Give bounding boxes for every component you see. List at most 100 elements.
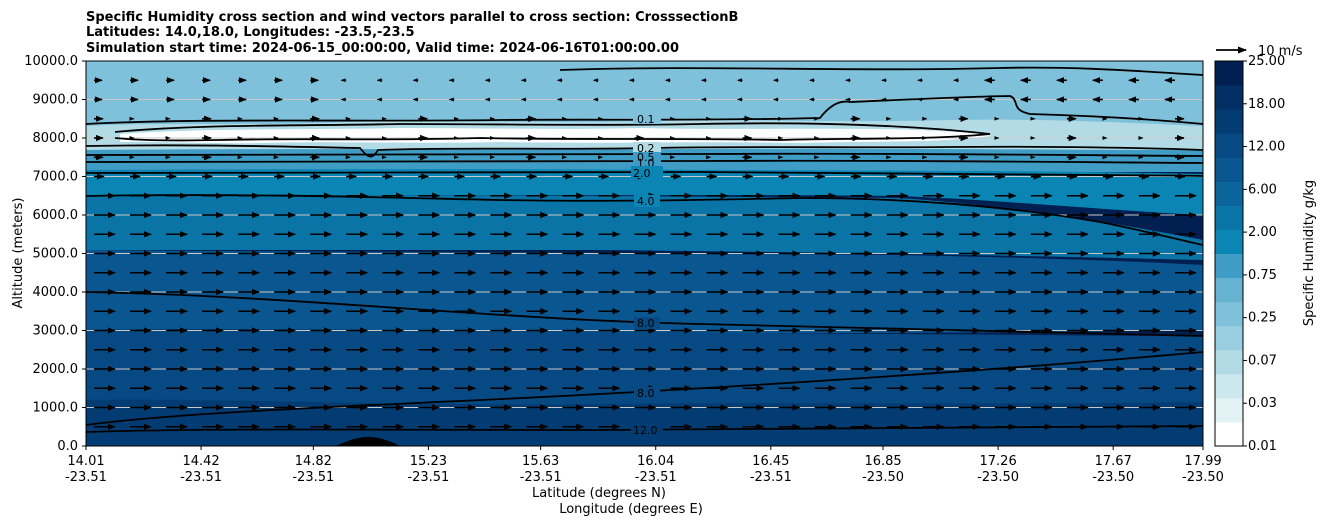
colorbar-swatch (1215, 133, 1243, 158)
x-axis: 14.01-23.5114.42-23.5114.82-23.5115.23-2… (65, 446, 1224, 485)
colorbar-swatch (1215, 421, 1243, 447)
x-tick-label-lat: 16.04 (637, 454, 674, 469)
y-tick-label: 6000.0 (33, 208, 79, 223)
humidity-band-dark (86, 329, 1203, 425)
colorbar-swatch (1215, 397, 1243, 423)
x-tick-label-lon: -23.51 (180, 470, 222, 485)
colorbar-tick-label: 0.01 (1248, 439, 1277, 454)
contour-2.0 (86, 171, 1203, 177)
x-tick-label-lon: -23.51 (635, 470, 677, 485)
plot-area: 0.1 0.2 0.5 1.0 2.0 4.0 8.0 8.0 12.0 (86, 61, 1203, 446)
chart-title-line-1: Specific Humidity cross section and wind… (86, 10, 738, 25)
y-tick-label: 3000.0 (33, 324, 79, 339)
contour-8.0-lower (86, 351, 1203, 426)
x-tick-label-lat: 17.99 (1184, 454, 1221, 469)
y-tick-label: 0.0 (57, 439, 78, 454)
x-tick-label-lat: 14.01 (67, 454, 104, 469)
x-tick-label-lat: 15.63 (522, 454, 559, 469)
quiver-key: 10 m/s (1216, 44, 1303, 59)
y-tick-label: 2000.0 (33, 362, 79, 377)
colorbar-frame (1214, 60, 1244, 447)
colorbar-tick-label: 6.00 (1248, 182, 1277, 197)
humidity-band-blue (86, 169, 1203, 215)
colorbar-tick-label: 25.00 (1248, 54, 1285, 69)
y-tick-label: 4000.0 (33, 285, 79, 300)
contour-label-0.1: 0.1 (637, 113, 655, 126)
x-tick-label-lon: -23.51 (292, 470, 334, 485)
colorbar-tick-label: 0.75 (1248, 268, 1277, 283)
colorbar-swatch (1215, 277, 1243, 303)
x-tick-label-lat: 17.26 (980, 454, 1017, 469)
contour-0.1-ring (114, 122, 991, 142)
x-tick-label-lon: -23.51 (750, 470, 792, 485)
x-tick-label-lat: 14.42 (182, 454, 219, 469)
x-axis-label-latitude: Latitude (degrees N) (532, 486, 666, 501)
x-tick-label-lon: -23.50 (977, 470, 1019, 485)
colorbar-swatch (1215, 85, 1243, 110)
x-tick-label-lon: -23.51 (520, 470, 562, 485)
contour-12.0 (86, 425, 1203, 433)
contour-label-8.0-upper: 8.0 (637, 317, 655, 330)
colorbar-label: Specific Humidity g/kg (1302, 180, 1317, 326)
contour-label-12.0: 12.0 (633, 424, 658, 437)
colorbar-swatch (1215, 373, 1243, 399)
x-tick-label-lat: 17.67 (1095, 454, 1132, 469)
colorbar-swatch (1215, 301, 1243, 327)
colorbar-tick-label: 0.07 (1248, 353, 1277, 368)
contour-label-4.0: 4.0 (637, 195, 655, 208)
colorbar-swatch (1215, 253, 1243, 279)
colorbar-swatch (1215, 229, 1243, 254)
chart-title-line-3: Simulation start time: 2024-06-15_00:00:… (86, 41, 679, 56)
colorbar: 0.01 0.03 0.07 0.25 0.75 2.00 6.00 12.00 18.00 25… (1214, 54, 1285, 454)
x-tick-label-lat: 14.82 (295, 454, 332, 469)
colorbar-swatch (1215, 181, 1243, 206)
contour-label-2.0: 2.0 (633, 167, 651, 180)
humidity-band-darkest (86, 399, 1203, 446)
contour-1.0 (86, 159, 1203, 164)
colorbar-tick-label: 0.25 (1248, 311, 1277, 326)
quiver-key-label: 10 m/s (1258, 44, 1303, 59)
colorbar-swatch (1215, 205, 1243, 230)
humidity-band-light-top (86, 61, 1203, 135)
x-tick-label-lat: 16.85 (864, 454, 901, 469)
colorbar-tick-label: 2.00 (1248, 225, 1277, 240)
y-tick-label: 8000.0 (33, 131, 79, 146)
x-tick-label-lon: -23.50 (1182, 470, 1224, 485)
contour-lines (86, 66, 1203, 433)
contour-4.0 (86, 194, 1203, 246)
y-axis-label: Altitude (meters) (11, 198, 26, 309)
contour-label-0.5: 0.5 (637, 151, 655, 164)
contour-0.2 (86, 144, 1203, 158)
y-tick-label: 7000.0 (33, 170, 79, 185)
terrain (335, 436, 400, 446)
x-tick-label-lat: 16.45 (752, 454, 789, 469)
y-tick-label: 1000.0 (33, 401, 79, 416)
contour-labels: 0.1 0.2 0.5 1.0 2.0 4.0 8.0 8.0 12.0 (631, 112, 663, 437)
contour-label-0.2: 0.2 (637, 142, 655, 155)
colorbar-swatch (1215, 61, 1243, 86)
x-tick-label-lat: 15.23 (410, 454, 447, 469)
contour-0.5 (86, 152, 1203, 157)
colorbar-swatch (1215, 157, 1243, 182)
y-axis: 0.0 1000.0 2000.0 3000.0 4000.0 5000.0 6000.0 7… (24, 54, 86, 454)
chart-title-line-2: Latitudes: 14.0,18.0, Longitudes: -23.5,… (86, 25, 415, 40)
x-tick-label-lon: -23.50 (1092, 470, 1134, 485)
x-tick-label-lon: -23.51 (65, 470, 107, 485)
x-axis-label-longitude: Longitude (degrees E) (559, 502, 703, 517)
contour-upper-0.1 (86, 95, 1203, 125)
x-tick-label-lon: -23.51 (407, 470, 449, 485)
x-tick-label-lon: -23.50 (862, 470, 904, 485)
y-tick-label: 10000.0 (24, 54, 78, 69)
contour-label-8.0-lower: 8.0 (637, 387, 655, 400)
humidity-band-dry-core (120, 128, 990, 144)
y-tick-label: 5000.0 (33, 247, 79, 262)
colorbar-tick-label: 0.03 (1248, 396, 1277, 411)
colorbar-tick-label: 18.00 (1248, 97, 1285, 112)
colorbar-swatch (1215, 325, 1243, 351)
humidity-band-deep (86, 194, 1203, 260)
contour-top (559, 66, 1203, 76)
colorbar-tick-label: 12.00 (1248, 140, 1285, 155)
colorbar-swatch (1215, 349, 1243, 375)
colorbar-swatch (1215, 109, 1243, 134)
